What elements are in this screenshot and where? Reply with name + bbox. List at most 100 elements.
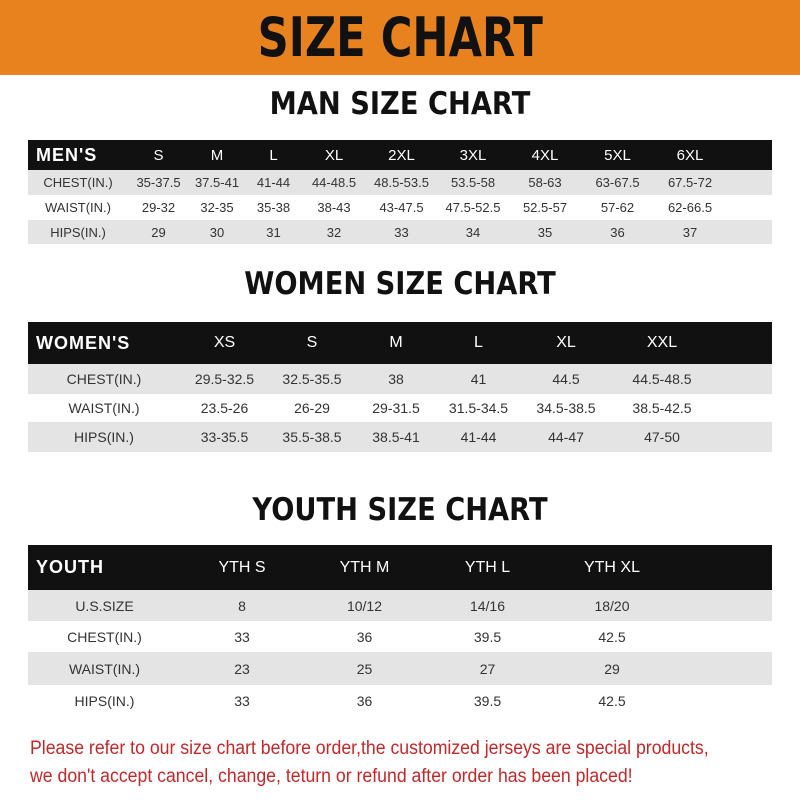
- table-row: CHEST(IN.) 29.5-32.5 32.5-35.5 38 41 44.5 44.5…: [28, 364, 772, 394]
- table-cell: 62-66.5: [667, 200, 713, 215]
- table-cell: 32: [326, 224, 342, 240]
- header-label: WOMEN'S: [36, 332, 131, 353]
- table-cell: 63-67.5: [595, 175, 640, 190]
- size-column-header: YTH M: [339, 558, 390, 576]
- row-label: WAIST(IN.): [68, 400, 140, 416]
- table-cell: 25: [356, 660, 373, 677]
- size-column-header: S: [153, 146, 164, 164]
- table-cell: 58-63: [528, 175, 562, 190]
- table-cell: 44.5-48.5: [632, 371, 692, 387]
- size-column-header: XS: [213, 334, 236, 351]
- table-cell: 37.5-41: [194, 175, 240, 190]
- table-cell: 44.5: [552, 371, 580, 387]
- table-cell: 35: [537, 224, 553, 240]
- table-header-row: MEN'S S M L XL 2XL 3XL 4XL 5XL 6XL: [28, 140, 772, 170]
- order-notice: Please refer to our size chart before or…: [30, 735, 737, 791]
- table-cell: 57-62: [600, 200, 635, 215]
- table-row: WAIST(IN.) 23.5-26 26-29 29-31.5 31.5-34.5 34…: [28, 394, 772, 422]
- table-cell: 42.5: [598, 628, 626, 645]
- table-cell: 36: [356, 628, 373, 645]
- size-column-header: XL: [324, 146, 344, 164]
- table-cell: 41-44: [460, 429, 497, 445]
- row-label: CHEST(IN.): [66, 371, 142, 387]
- size-column-header: 4XL: [531, 146, 559, 164]
- table-cell: 39.5: [473, 693, 502, 709]
- table-cell: 47-50: [644, 429, 680, 445]
- youth-size-table: YOUTH YTH S YTH M YTH L YTH XL U.S.SIZE 8 10/12…: [28, 545, 772, 717]
- table-cell: 30: [209, 224, 225, 240]
- size-column-header: YTH L: [464, 558, 511, 576]
- table-cell: 52.5-57: [522, 200, 568, 215]
- notice-line-2: we don't accept cancel, change, teturn o…: [30, 766, 633, 787]
- table-row: U.S.SIZE 8 10/12 14/16 18/20: [28, 590, 772, 621]
- table-cell: 33: [234, 628, 250, 645]
- table-row: WAIST(IN.) 23 25 27 29: [28, 652, 772, 685]
- table-row: WAIST(IN.) 29-32 32-35 35-38 38-43 43-47.5 47.…: [28, 195, 772, 220]
- table-cell: 43-47.5: [379, 200, 424, 215]
- table-row: HIPS(IN.) 33 36 39.5 42.5: [28, 685, 772, 717]
- table-row: CHEST(IN.) 35-37.5 37.5-41 41-44 44-48.5 48.5…: [28, 170, 772, 195]
- row-label: HIPS(IN.): [50, 224, 106, 240]
- table-cell: 36: [356, 693, 373, 709]
- row-label: CHEST(IN.): [43, 175, 113, 190]
- row-label: CHEST(IN.): [67, 628, 142, 645]
- table-header-row: YOUTH YTH S YTH M YTH L YTH XL: [28, 545, 772, 590]
- men-size-table: MEN'S S M L XL 2XL 3XL 4XL 5XL 6XL CHEST(IN.) 35-37…: [28, 140, 772, 244]
- table-cell: 32.5-35.5: [282, 371, 342, 387]
- table-cell: 14/16: [469, 597, 506, 614]
- table-cell: 48.5-53.5: [374, 175, 429, 190]
- row-label: HIPS(IN.): [74, 429, 134, 445]
- size-column-header: S: [306, 334, 318, 351]
- table-row: HIPS(IN.) 33-35.5 35.5-38.5 38.5-41 41-44 44-…: [28, 422, 772, 452]
- table-cell: 18/20: [594, 597, 630, 614]
- size-column-header: M: [389, 334, 403, 351]
- table-cell: 23.5-26: [200, 400, 249, 416]
- size-column-header: M: [210, 146, 224, 164]
- table-cell: 42.5: [598, 693, 626, 709]
- table-cell: 34.5-38.5: [536, 400, 596, 416]
- size-column-header: L: [474, 334, 483, 351]
- table-cell: 27: [479, 660, 496, 677]
- table-cell: 41: [470, 371, 487, 387]
- size-column-header: YTH XL: [583, 558, 640, 576]
- table-row: HIPS(IN.) 29 30 31 32 33 34 35 36 37: [28, 220, 772, 244]
- table-cell: 29-32: [141, 200, 176, 215]
- table-cell: 8: [238, 597, 246, 614]
- table-cell: 38-43: [317, 200, 351, 215]
- size-column-header: 5XL: [604, 146, 631, 164]
- table-cell: 38: [388, 371, 404, 387]
- table-cell: 23: [234, 660, 250, 677]
- table-cell: 33: [394, 224, 409, 240]
- women-title: WOMEN SIZE CHART: [244, 266, 556, 302]
- table-cell: 33-35.5: [200, 429, 249, 445]
- notice-line-1: Please refer to our size chart before or…: [30, 738, 709, 759]
- women-size-table: WOMEN'S XS S M L XL XXL CHEST(IN.) 29.5-32.5 32.5…: [28, 322, 772, 452]
- table-cell: 26-29: [294, 400, 330, 416]
- table-cell: 29: [151, 224, 166, 240]
- size-column-header: 3XL: [459, 146, 487, 164]
- size-column-header: 6XL: [676, 146, 704, 164]
- row-label: WAIST(IN.): [45, 200, 111, 215]
- table-cell: 35.5-38.5: [282, 429, 342, 445]
- table-cell: 39.5: [473, 628, 502, 645]
- size-column-header: YTH S: [218, 558, 266, 576]
- table-cell: 32-35: [200, 200, 234, 215]
- size-column-header: XXL: [646, 334, 678, 351]
- table-cell: 10/12: [346, 597, 383, 614]
- youth-title: YOUTH SIZE CHART: [252, 492, 548, 528]
- table-cell: 31.5-34.5: [448, 400, 509, 416]
- table-cell: 35-37.5: [136, 175, 181, 190]
- table-cell: 44-48.5: [311, 175, 357, 190]
- table-cell: 47.5-52.5: [445, 200, 501, 215]
- table-cell: 41-44: [256, 175, 291, 190]
- banner-title: SIZE CHART: [257, 6, 543, 69]
- table-header-row: WOMEN'S XS S M L XL XXL: [28, 322, 772, 364]
- banner: SIZE CHART: [0, 0, 800, 75]
- header-label: MEN'S: [36, 144, 98, 165]
- table-cell: 31: [266, 224, 281, 240]
- table-cell: 36: [610, 224, 625, 240]
- header-label: YOUTH: [36, 557, 104, 577]
- table-cell: 67.5-72: [667, 175, 713, 190]
- table-cell: 29: [604, 660, 620, 677]
- table-cell: 33: [234, 693, 250, 709]
